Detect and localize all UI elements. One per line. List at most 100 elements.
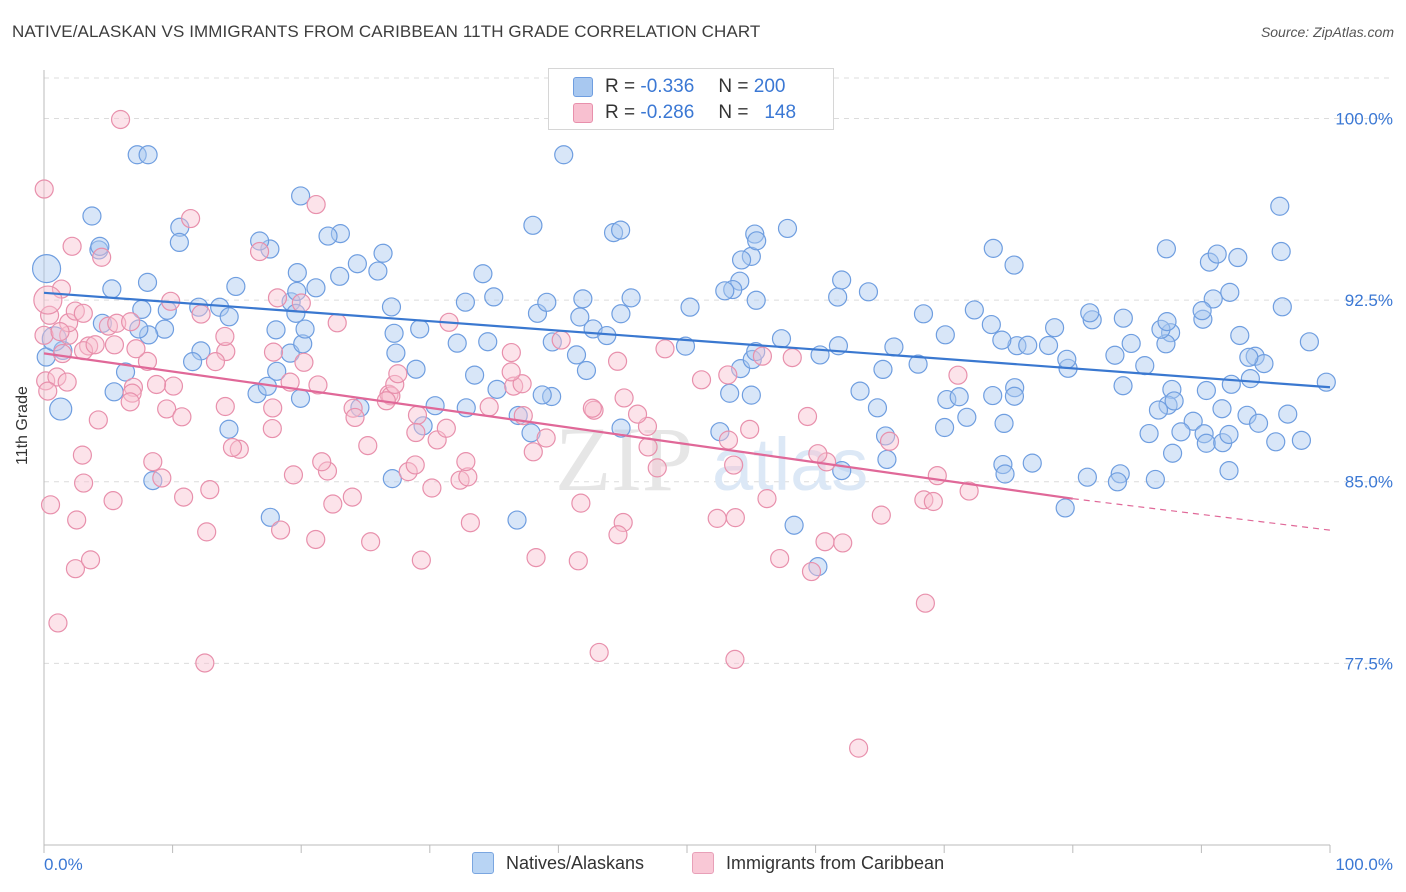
point-natives: [1107, 472, 1128, 492]
point-natives: [1291, 430, 1312, 450]
watermark-atlas: atlas: [712, 423, 868, 506]
point-caribbean: [123, 377, 144, 397]
legend-n-value: 148: [764, 102, 797, 123]
point-natives: [507, 510, 527, 530]
point-natives: [290, 388, 311, 408]
point-natives: [250, 231, 270, 251]
bottom-legend-label-natives: Natives/Alaskans: [506, 852, 645, 873]
point-caribbean: [523, 442, 543, 462]
point-caribbean: [146, 374, 167, 395]
bottom-legend-swatch-caribbean: [692, 852, 714, 874]
point-natives: [1203, 289, 1223, 309]
point-caribbean: [724, 455, 744, 475]
series-caribbean: [33, 109, 979, 758]
point-natives: [957, 407, 977, 427]
point-caribbean: [479, 397, 499, 417]
point-natives: [537, 292, 557, 312]
point-natives: [1228, 247, 1248, 268]
point-natives: [247, 384, 267, 404]
chart-title: NATIVE/ALASKAN VS IMMIGRANTS FROM CARIBB…: [12, 22, 761, 41]
point-caribbean: [174, 487, 194, 507]
point-natives: [413, 416, 433, 436]
point-caribbean: [306, 194, 326, 215]
point-caribbean: [200, 480, 220, 500]
point-caribbean: [143, 452, 163, 472]
y-tick-label: 100.0%: [1335, 109, 1393, 128]
point-caribbean: [959, 481, 979, 501]
point-natives: [260, 507, 280, 527]
point-caribbean: [707, 508, 727, 528]
point-natives: [828, 287, 848, 307]
point-caribbean: [216, 341, 236, 362]
point-caribbean: [195, 653, 215, 673]
point-natives: [1278, 404, 1298, 424]
point-caribbean: [345, 407, 365, 428]
point-natives: [1230, 325, 1250, 346]
point-natives: [1219, 461, 1239, 481]
point-natives: [295, 319, 315, 339]
trend-natives: [43, 291, 1331, 389]
point-natives: [219, 307, 239, 327]
point-caribbean: [73, 303, 93, 323]
legend-swatch-natives: [573, 77, 593, 97]
point-caribbean: [407, 405, 428, 425]
trend-lines: [43, 291, 1331, 531]
point-caribbean: [725, 649, 745, 670]
watermark: ZIP atlas: [555, 408, 868, 510]
point-natives: [1022, 453, 1042, 473]
point-caribbean: [52, 343, 73, 364]
point-natives: [1299, 332, 1319, 352]
point-natives: [286, 303, 306, 323]
point-natives: [1156, 239, 1177, 259]
point-natives: [1207, 244, 1227, 264]
bottom-legend-label-caribbean: Immigrants from Caribbean: [726, 852, 945, 873]
point-natives: [115, 362, 136, 382]
point-caribbean: [501, 342, 521, 363]
point-caribbean: [406, 422, 426, 443]
point-caribbean: [294, 352, 314, 372]
point-natives: [1004, 255, 1024, 275]
series-natives: [31, 145, 1336, 577]
point-caribbean: [157, 399, 177, 419]
point-caribbean: [327, 313, 347, 333]
point-caribbean: [782, 347, 802, 368]
point-caribbean: [40, 305, 60, 325]
point-caribbean: [551, 330, 571, 350]
point-caribbean: [152, 468, 172, 488]
point-natives: [1212, 399, 1232, 419]
point-caribbean: [85, 335, 105, 355]
point-natives: [1220, 282, 1240, 302]
point-natives: [287, 281, 307, 302]
point-caribbean: [460, 513, 480, 533]
trend-caribbean-extension: [1072, 498, 1331, 531]
point-natives: [741, 385, 761, 405]
point-caribbean: [92, 247, 112, 267]
point-caribbean: [308, 375, 328, 395]
point-natives: [720, 383, 740, 403]
point-natives: [1105, 345, 1125, 365]
point-natives: [386, 343, 406, 363]
point-natives: [104, 382, 124, 402]
point-caribbean: [589, 642, 609, 663]
point-natives: [1171, 422, 1191, 442]
point-natives: [347, 254, 367, 274]
point-natives: [934, 417, 955, 438]
point-natives: [1113, 308, 1133, 328]
point-caribbean: [411, 550, 431, 570]
bottom-legend-natives: Natives/Alaskans: [472, 852, 644, 874]
point-natives: [1196, 433, 1216, 453]
point-caribbean: [808, 444, 828, 464]
point-natives: [983, 238, 1003, 258]
point-natives: [1271, 241, 1291, 262]
point-caribbean: [263, 398, 283, 418]
point-caribbean: [849, 738, 869, 758]
trend-caribbean: [43, 352, 1073, 500]
grid-lines: [44, 77, 1392, 664]
point-natives: [745, 224, 765, 244]
x-tick-label: 0.0%: [44, 855, 83, 874]
y-tick-label: 77.5%: [1345, 654, 1393, 673]
point-natives: [573, 289, 593, 309]
point-caribbean: [608, 525, 628, 545]
point-natives: [611, 220, 631, 240]
point-caribbean: [74, 473, 94, 493]
